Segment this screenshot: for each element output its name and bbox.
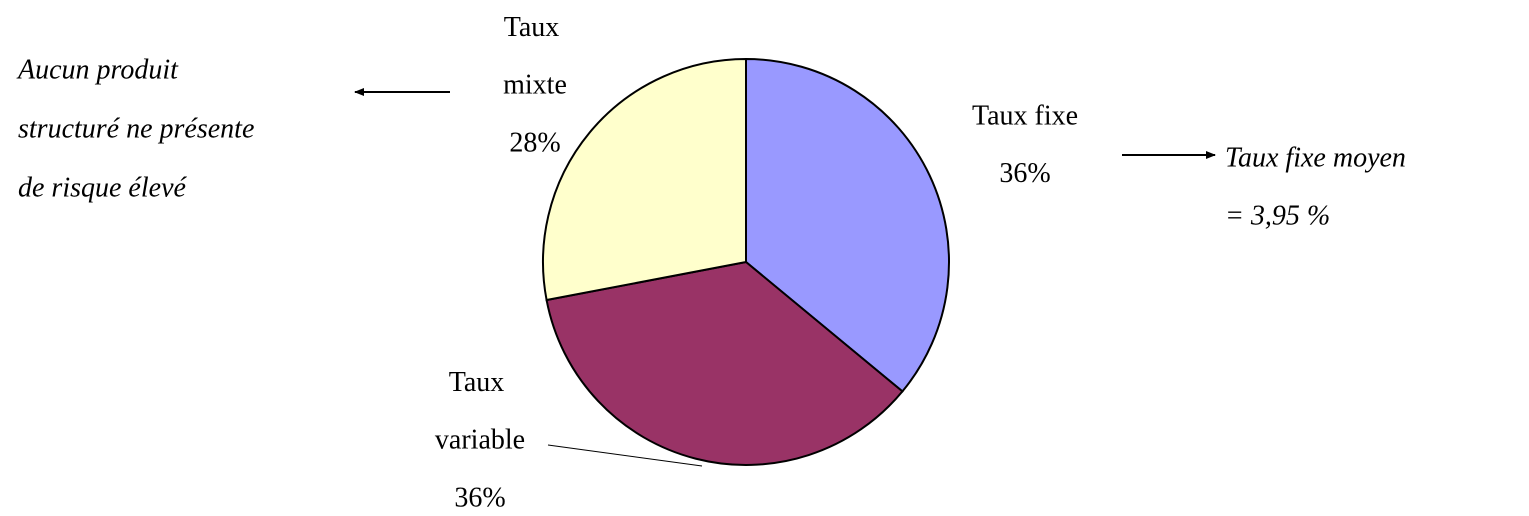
annotation: structuré ne présente: [18, 113, 254, 144]
label-line: mixte: [503, 70, 567, 101]
pie-slice: [545, 260, 904, 466]
pie-slice: [542, 57, 747, 302]
label-line: Taux: [504, 12, 567, 43]
annotation: = 3,95 %: [1225, 200, 1330, 231]
annotation: de risque élevé: [18, 172, 187, 203]
label-line: Taux: [449, 367, 512, 398]
pie-slice: [745, 57, 950, 393]
category-label: Taux variable: [435, 367, 525, 456]
category-label: Taux mixte: [503, 12, 567, 101]
category-label: Taux fixe: [972, 100, 1078, 131]
label-line: variable: [435, 425, 525, 456]
data-label: 28%: [509, 127, 560, 158]
leader-line: [547, 444, 703, 467]
data-label: 36%: [999, 158, 1050, 189]
annotation: Aucun produit: [16, 54, 179, 85]
annotation: Taux fixe moyen: [1225, 142, 1406, 173]
data-label: 36%: [454, 482, 505, 513]
